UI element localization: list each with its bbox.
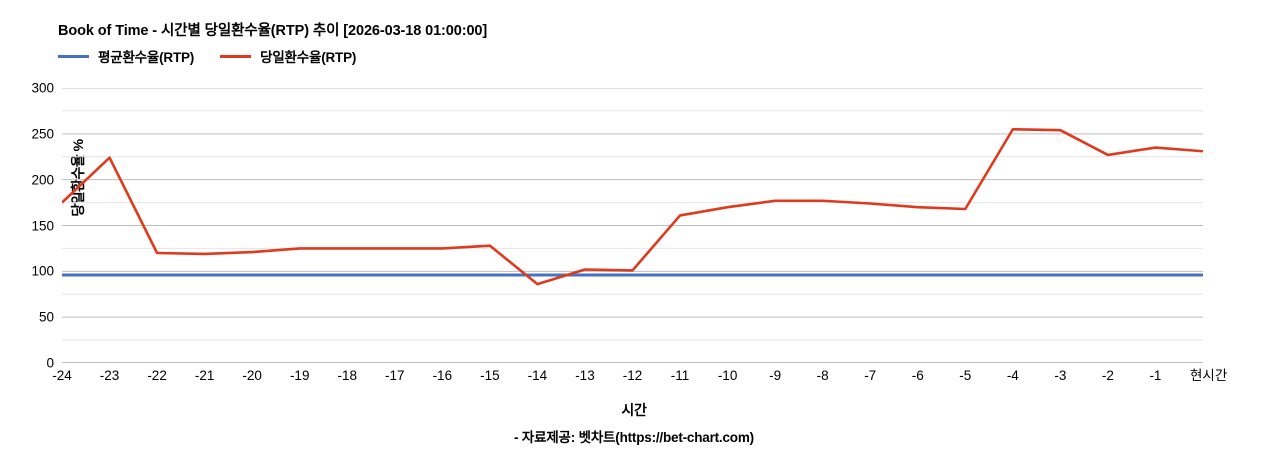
- legend-item-today[interactable]: 당일환수율(RTP): [220, 46, 356, 66]
- x-tick-label: -24: [52, 368, 72, 383]
- x-tick-label: -16: [432, 368, 453, 383]
- x-tick-label: -17: [385, 368, 405, 383]
- x-tick-label: -13: [575, 368, 595, 383]
- plot-area: [62, 88, 1203, 363]
- y-tick-label: 150: [31, 217, 54, 233]
- x-tick-label: -9: [769, 368, 782, 383]
- y-tick-label: 50: [38, 309, 54, 325]
- x-tick-label: -23: [99, 368, 120, 383]
- x-tick-label: -15: [480, 368, 500, 383]
- x-tick-label: -7: [864, 368, 877, 383]
- legend-swatch-average: [58, 54, 89, 58]
- y-axis-ticks: 0 50 100 150 200 250 300: [0, 81, 54, 369]
- x-tick-label: -22: [147, 368, 167, 383]
- x-axis-ticks: -24 -23 -22 -21 -20 -19 -18 -17 -16 -15 -14 -13 -12 -…: [52, 368, 1227, 412]
- x-axis-title: 시간: [621, 402, 647, 418]
- x-tick-label: -6: [911, 368, 924, 383]
- y-tick-label: 100: [31, 263, 54, 279]
- x-tick-label: -4: [1006, 368, 1019, 383]
- chart-title: Book of Time - 시간별 당일환수율(RTP) 추이 [2026-0…: [58, 23, 488, 39]
- x-tick-label: -1: [1149, 368, 1162, 383]
- y-tick-label: 300: [31, 80, 54, 96]
- legend-item-average[interactable]: 평균환수율(RTP): [58, 46, 194, 66]
- x-tick-label: -10: [717, 368, 738, 383]
- plot-svg: [62, 88, 1203, 363]
- legend-label-average: 평균환수율(RTP): [98, 50, 195, 65]
- x-tick-label: -14: [527, 368, 548, 383]
- series-line-today: [62, 127, 1203, 286]
- source-note: - 자료제공: 벳차트(https://bet-chart.com): [514, 430, 754, 445]
- chart-legend: 평균환수율(RTP) 당일환수율(RTP): [58, 46, 356, 66]
- x-tick-label: -2: [1101, 368, 1114, 383]
- x-tick-label: -19: [289, 368, 310, 383]
- y-tick-label: 250: [31, 126, 54, 142]
- x-tick-label: -11: [670, 368, 690, 383]
- legend-label-today: 당일환수율(RTP): [260, 50, 357, 65]
- x-tick-label: -20: [242, 368, 262, 383]
- x-tick-label: -5: [959, 368, 972, 383]
- legend-swatch-today: [220, 54, 252, 58]
- x-tick-label: -8: [816, 368, 829, 383]
- y-tick-label: 0: [46, 355, 54, 371]
- x-tick-label: -3: [1054, 368, 1067, 383]
- x-tick-label: -12: [622, 368, 643, 383]
- x-tick-label: 현시간: [1190, 368, 1228, 383]
- x-tick-label: -21: [194, 368, 215, 383]
- y-tick-label: 200: [31, 171, 54, 187]
- x-tick-label: -18: [337, 368, 357, 383]
